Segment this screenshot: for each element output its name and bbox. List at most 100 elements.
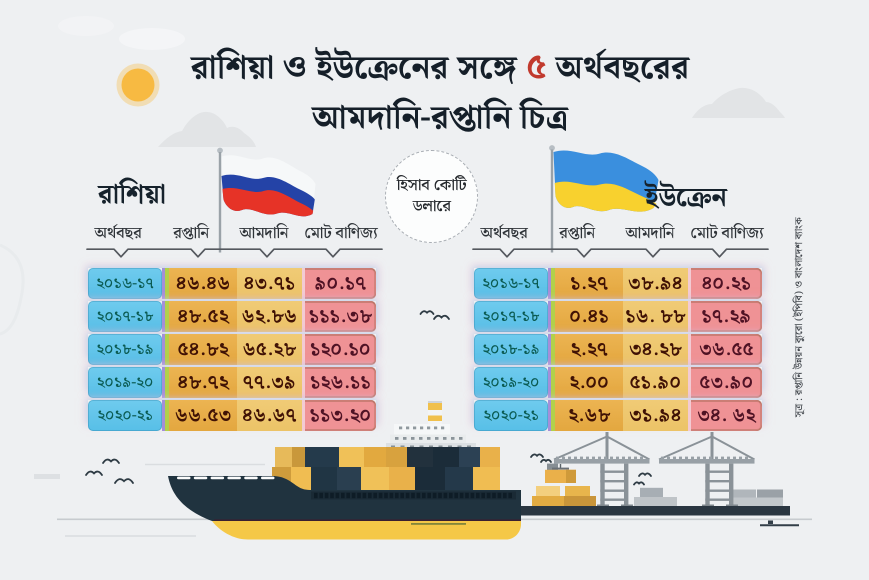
port-crane-right [658,432,755,508]
table-row: ২০১৮-১৯ ২.২৭ ৩৪.২৮ ৩৬.৫৫ [474,334,762,365]
title-line1-post: অর্থবছরের [547,42,690,95]
row-divider-2 [301,301,305,332]
fiscal-year-cell: ২০১৮-১৯ [88,334,162,365]
import-value-cell: ৩৪.২৮ [623,334,688,365]
column-header: রপ্তানি [173,222,209,247]
unit-note-circle: হিসাব কোটি ডলারে [385,150,478,243]
dock-containers [532,486,783,507]
export-value-cell: ৫৪.৮২ [169,334,237,365]
unit-note-line1: হিসাব কোটি [396,173,467,199]
row-divider-2 [687,367,691,398]
fiscal-year-cell: ২০১৬-১৭ [474,268,548,299]
row-divider-2 [301,334,305,365]
export-value-cell: ১.২৭ [555,268,623,299]
row-divider-2 [301,400,305,431]
row-divider [162,301,169,332]
total-trade-cell: ১২০.১০ [304,334,376,365]
total-trade-cell: ৯০.১৭ [304,268,376,299]
ship-hull [168,476,521,540]
trade-table-ukraine: অর্থবছর রপ্তানি আমদানি মোট বাণিজ্য ২০১৬-… [474,222,764,432]
ship-superstructure [386,401,476,452]
row-divider [162,367,169,398]
port-cranes-illustration [517,432,790,516]
title-highlight-5: ৫ [525,40,548,97]
import-value-cell: ১৬. ৮৮ [623,301,688,332]
table-row: ২০১৬-১৭ ১.২৭ ৩৮.৯৪ ৪০.২১ [474,268,762,299]
row-divider [162,268,169,299]
column-header: মোট বাণিজ্য [304,222,378,247]
row-divider [548,400,555,431]
fiscal-year-cell: ২০১৯-২০ [88,367,162,398]
fiscal-year-cell: ২০১৭-১৮ [88,301,162,332]
birds-icon [85,310,652,486]
export-value-cell: ৪৬.৪৬ [169,268,237,299]
row-divider-2 [687,301,691,332]
table-row: ২০১৯-২০ ৪৮.৭২ ৭৭.৩৯ ১২৬.১১ [88,367,376,398]
row-divider [548,301,555,332]
table-row: ২০১৮-১৯ ৫৪.৮২ ৬৫.২৮ ১২০.১০ [88,334,376,365]
total-trade-cell: ১২৬.১১ [304,367,376,398]
import-value-cell: ৪৩.৭১ [237,268,302,299]
export-value-cell: ২.০০ [555,367,623,398]
dock-platform [517,506,790,516]
row-divider [548,334,555,365]
fiscal-year-cell: ২০১৬-১৭ [88,268,162,299]
clouds [0,16,785,336]
row-divider [162,334,169,365]
total-trade-cell: ৩৪. ৬২ [690,400,762,431]
header-brace-left [86,248,383,258]
fiscal-year-cell: ২০১৯-২০ [474,367,548,398]
import-value-cell: ৫১.৯০ [623,367,688,398]
row-divider [162,400,169,431]
trade-table-russia: অর্থবছর রপ্তানি আমদানি মোট বাণিজ্য ২০১৬-… [88,222,378,432]
export-value-cell: ০.৪১ [555,301,623,332]
column-header: অর্থবছর [480,222,528,247]
row-divider-2 [687,268,691,299]
import-value-cell: ৩৮.৯৪ [623,268,688,299]
title-line1: রাশিয়া ও ইউক্রেনের সঙ্গে ৫ অর্থবছরের [191,42,690,95]
ukraine-flag-icon [549,145,659,253]
total-trade-cell: ৫৩.৯০ [690,367,762,398]
table-row: ২০১৭-১৮ ০.৪১ ১৬. ৮৮ ১৭.২৯ [474,301,762,332]
row-divider-2 [687,400,691,431]
table-row: ২০১৯-২০ ২.০০ ৫১.৯০ ৫৩.৯০ [474,367,762,398]
row-divider [548,268,555,299]
column-header: আমদানি [625,222,675,247]
row-divider-2 [301,367,305,398]
column-header: মোট বাণিজ্য [690,222,764,247]
import-value-cell: ৬৫.২৮ [237,334,302,365]
total-trade-cell: ৩৬.৫৫ [690,334,762,365]
export-value-cell: ২.২৭ [555,334,623,365]
row-divider [548,367,555,398]
country-label-russia: রাশিয়া [98,174,166,217]
export-value-cell: ৪৮.৭২ [169,367,237,398]
total-trade-cell: ১১১.৩৮ [304,301,376,332]
title-line1-pre: রাশিয়া ও ইউক্রেনের সঙ্গে [190,42,526,95]
fiscal-year-cell: ২০২০-২১ [474,400,548,431]
column-header: আমদানি [239,222,289,247]
table-row: ২০২০-২১ ২.৬৮ ৩১.৯৪ ৩৪. ৬২ [474,400,762,431]
export-value-cell: ৪৮.৫২ [169,301,237,332]
export-value-cell: ৬৬.৫৩ [169,400,237,431]
column-header: অর্থবছর [94,222,142,247]
import-value-cell: ৪৬.৬৭ [237,400,302,431]
table-row: ২০১৭-১৮ ৪৮.৫২ ৬২.৮৬ ১১১.৩৮ [88,301,376,332]
column-header: রপ্তানি [559,222,595,247]
unit-note-line2: ডলারে [412,194,451,220]
ship-containers [272,447,500,491]
header-brace-right [472,248,769,258]
page-title: রাশিয়া ও ইউক্রেনের সঙ্গে ৫ অর্থবছরের আম… [55,44,825,144]
export-value-cell: ২.৬৮ [555,400,623,431]
table-row: ২০১৬-১৭ ৪৬.৪৬ ৪৩.৭১ ৯০.১৭ [88,268,376,299]
cargo-ship-illustration [168,401,521,540]
total-trade-cell: ১১৩.২০ [304,400,376,431]
import-value-cell: ৭৭.৩৯ [237,367,302,398]
sun-icon [116,63,160,107]
russia-flag-icon [217,147,316,253]
row-divider-2 [687,334,691,365]
fiscal-year-cell: ২০২০-২১ [88,400,162,431]
row-divider-2 [301,268,305,299]
import-value-cell: ৩১.৯৪ [623,400,688,431]
